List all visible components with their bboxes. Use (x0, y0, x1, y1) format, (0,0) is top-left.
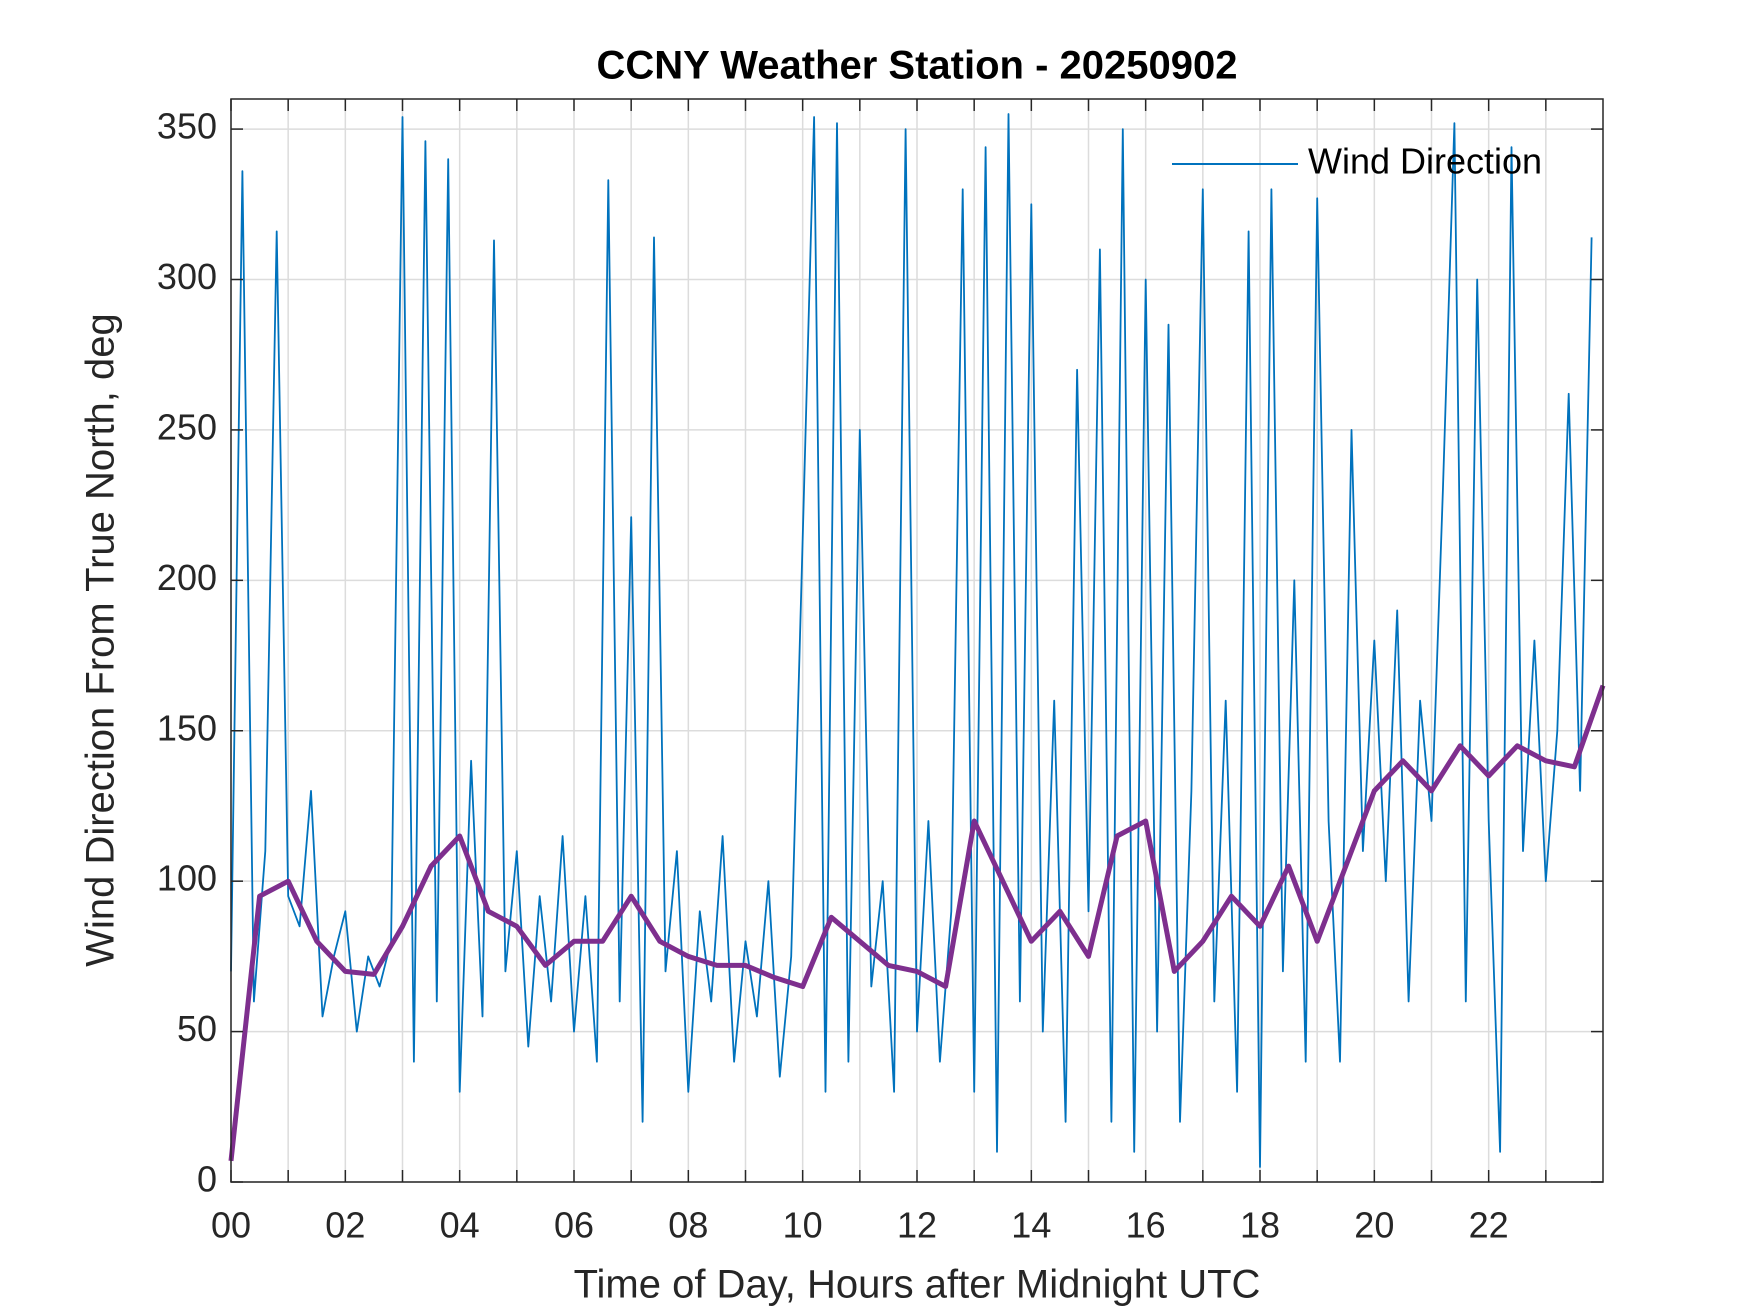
x-tick-label: 22 (1469, 1205, 1509, 1246)
legend-label: Wind Direction (1308, 141, 1542, 182)
x-tick-label: 08 (668, 1205, 708, 1246)
x-tick-label: 00 (211, 1205, 251, 1246)
axes-box (230, 98, 1604, 1183)
y-tick-label: 150 (157, 707, 217, 748)
data-line (228, 684, 1606, 1162)
chart-title: CCNY Weather Station - 20250902 (597, 44, 1238, 88)
y-tick-label: 250 (157, 406, 217, 447)
y-tick-label: 300 (157, 256, 217, 297)
y-tick-label: 350 (157, 106, 217, 147)
y-axis-label: Wind Direction From True North, deg (79, 313, 123, 967)
y-tick-label: 200 (157, 557, 217, 598)
x-tick-label: 16 (1126, 1205, 1166, 1246)
y-tick-label: 0 (197, 1159, 217, 1200)
y-tick-label: 50 (177, 1008, 217, 1049)
x-tick-label: 02 (325, 1205, 365, 1246)
x-tick-label: 04 (440, 1205, 480, 1246)
grid (230, 99, 1603, 1183)
x-tick-label: 12 (897, 1205, 937, 1246)
x-tick-label: 06 (554, 1205, 594, 1246)
x-tick-label: 14 (1011, 1205, 1051, 1246)
x-tick-label: 20 (1354, 1205, 1394, 1246)
y-tick-label: 100 (157, 858, 217, 899)
x-axis-label: Time of Day, Hours after Midnight UTC (574, 1263, 1261, 1307)
axes: 0 50 100 150 200 250 300 350 00 02 04 06 08 10 12 14 16 1… (157, 98, 1604, 1246)
plot-area (228, 113, 1606, 1168)
x-tick-label: 18 (1240, 1205, 1280, 1246)
x-tick-label: 10 (783, 1205, 823, 1246)
